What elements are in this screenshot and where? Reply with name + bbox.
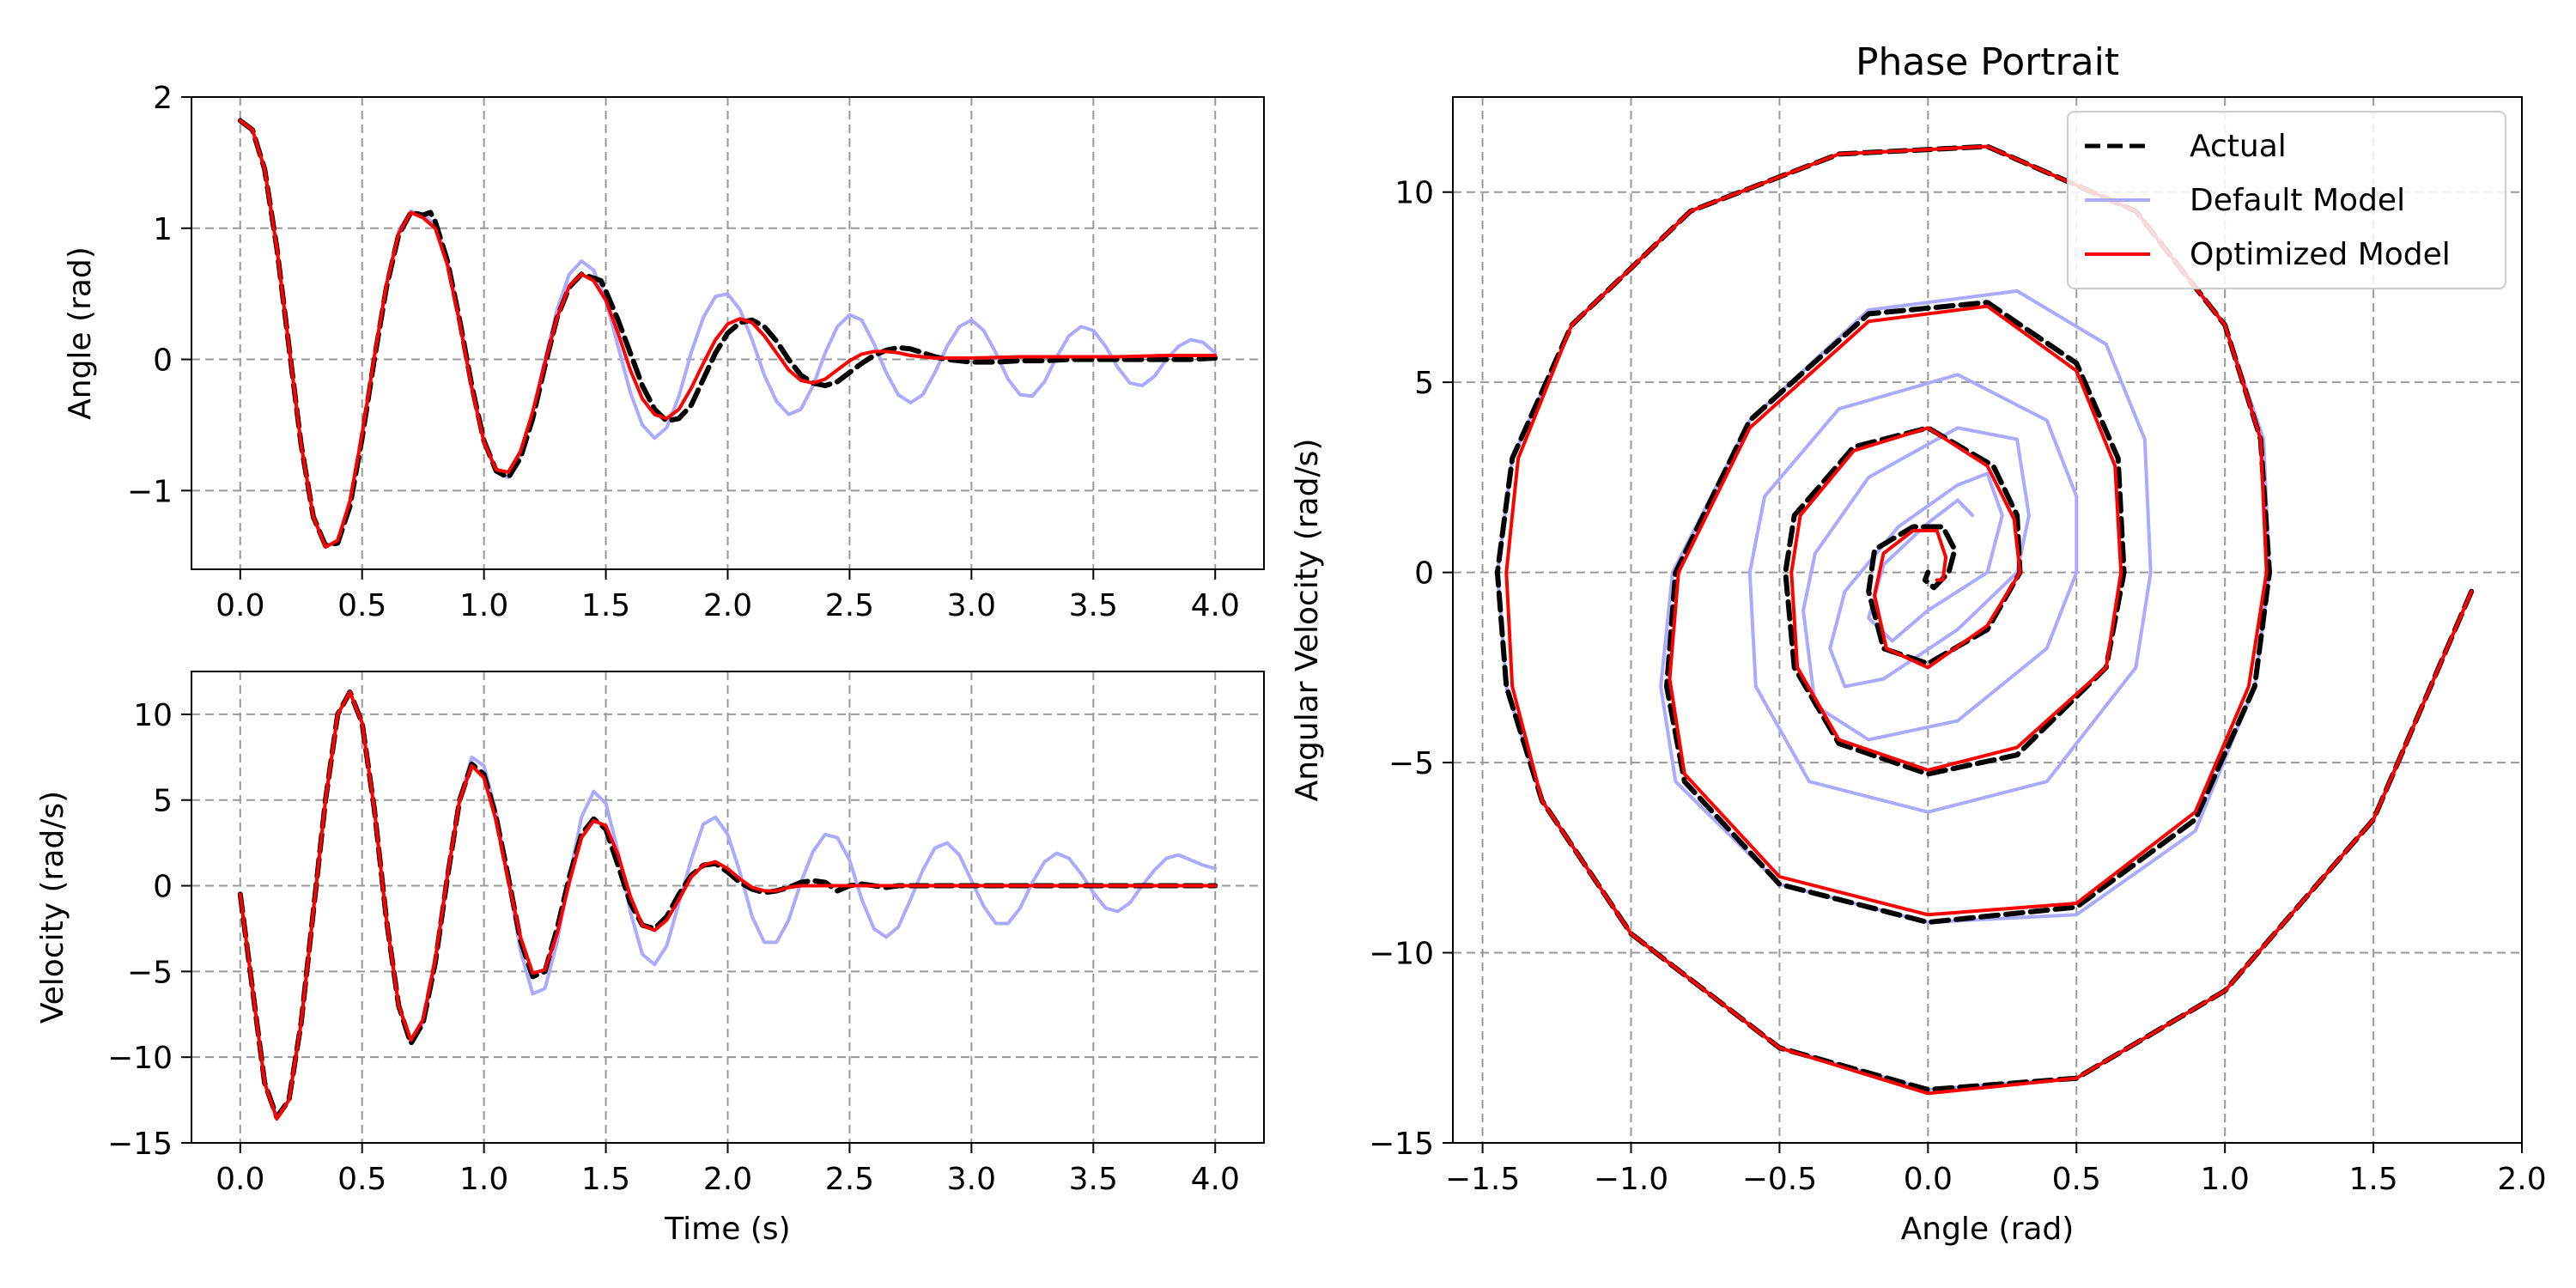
- legend: Actual Default Model Optimized Model: [2067, 111, 2506, 289]
- angle-y-tick-label-2: 1: [153, 212, 173, 247]
- phase-axes-frame: [1452, 96, 2523, 1144]
- angle-series-group: [237, 118, 1218, 549]
- phase-series-optimized-line: [1504, 144, 2474, 1096]
- velocity-y-tick-label-4: 5: [153, 784, 173, 819]
- phase-series-group: [1494, 143, 2475, 1096]
- phase-y-tick-label-0: −15: [1369, 1127, 1434, 1162]
- phase-x-tick-label-3: 0.0: [1904, 1162, 1953, 1197]
- legend-label-default: Default Model: [2190, 183, 2405, 218]
- velocity-y-tick-label-2: −5: [127, 955, 173, 990]
- velocity-x-axis-label: Time (s): [664, 1212, 790, 1247]
- angle-plot: 0.0 0.5 1.0 1.5 2.0 2.5 3.0 3.5 4.0 −1 0 1 2 Angle (…: [63, 81, 1265, 623]
- velocity-ticks: 0.0 0.5 1.0 1.5 2.0 2.5 3.0 3.5 4.0 −15 −10 −5 0 5 10: [107, 698, 1240, 1197]
- angle-x-tick-label-7: 3.5: [1069, 588, 1118, 623]
- angle-x-tick-label-0: 0.0: [216, 588, 264, 623]
- phase-y-tick-label-2: −5: [1388, 746, 1434, 781]
- phase-x-tick-label-7: 2.0: [2497, 1162, 2546, 1197]
- phase-x-tick-label-2: −0.5: [1742, 1162, 1817, 1197]
- angle-series-optimized-line: [238, 118, 1218, 549]
- phase-y-tick-label-4: 5: [1414, 366, 1434, 401]
- angle-x-tick-label-4: 2.0: [703, 588, 752, 623]
- angle-x-tick-label-1: 0.5: [337, 588, 386, 623]
- velocity-x-tick-label-4: 2.0: [703, 1162, 752, 1197]
- angle-x-tick-label-2: 1.0: [459, 588, 508, 623]
- phase-x-tick-label-4: 0.5: [2052, 1162, 2101, 1197]
- phase-x-tick-label-0: −1.5: [1445, 1162, 1520, 1197]
- angle-ticks: 0.0 0.5 1.0 1.5 2.0 2.5 3.0 3.5 4.0 −1 0 1 2: [127, 81, 1240, 623]
- velocity-x-tick-label-6: 3.0: [947, 1162, 996, 1197]
- angle-x-tick-label-6: 3.0: [947, 588, 996, 623]
- legend-label-optimized: Optimized Model: [2190, 237, 2451, 272]
- legend-box: [2067, 111, 2506, 289]
- phase-y-tick-label-3: 0: [1414, 556, 1434, 592]
- phase-x-tick-label-6: 1.5: [2348, 1162, 2397, 1197]
- phase-x-axis-label: Angle (rad): [1901, 1212, 2075, 1247]
- phase-y-tick-label-1: −10: [1369, 937, 1434, 972]
- velocity-x-tick-label-2: 1.0: [459, 1162, 508, 1197]
- velocity-series-optimized-line: [238, 690, 1218, 1121]
- velocity-x-tick-label-5: 2.5: [825, 1162, 874, 1197]
- phase-ticks: −1.5 −1.0 −0.5 0.0 0.5 1.0 1.5 2.0 −15 −10 −5 0 5 10: [1369, 176, 2547, 1197]
- velocity-y-tick-label-1: −10: [107, 1041, 173, 1076]
- legend-label-actual: Actual: [2190, 129, 2287, 164]
- velocity-plot: 0.0 0.5 1.0 1.5 2.0 2.5 3.0 3.5 4.0−15−10−50510 …: [35, 671, 1265, 1247]
- angle-x-tick-label-5: 2.5: [825, 588, 874, 623]
- angle-x-tick-label-3: 1.5: [581, 588, 630, 623]
- velocity-y-tick-label-5: 10: [133, 698, 173, 733]
- velocity-y-axis-label: Velocity (rad/s): [35, 791, 70, 1024]
- phase-title: Phase Portrait: [1856, 40, 2119, 84]
- angle-y-axis-label: Angle (rad): [63, 246, 98, 420]
- velocity-x-tick-label-1: 0.5: [337, 1162, 386, 1197]
- velocity-y-tick-label-0: −15: [107, 1127, 173, 1162]
- angle-y-tick-label-3: 2: [153, 81, 173, 116]
- velocity-y-tick-label-3: 0: [153, 870, 173, 905]
- velocity-x-tick-label-7: 3.5: [1069, 1162, 1118, 1197]
- velocity-x-tick-label-3: 1.5: [581, 1162, 630, 1197]
- angle-y-tick-label-1: 0: [153, 343, 173, 379]
- velocity-x-tick-label-0: 0.0: [216, 1162, 264, 1197]
- angle-x-tick-label-8: 4.0: [1191, 588, 1240, 623]
- phase-x-tick-label-5: 1.0: [2201, 1162, 2250, 1197]
- angle-y-tick-label-0: −1: [127, 474, 173, 509]
- phase-x-tick-label-1: −1.0: [1594, 1162, 1668, 1197]
- phase-y-tick-label-5: 10: [1394, 176, 1434, 211]
- phase-plot: −1.5 −1.0 −0.5 0.0 0.5 1.0 1.5 2.0−15−10−50510 …: [1290, 40, 2547, 1247]
- velocity-series-group: [237, 690, 1218, 1121]
- phase-y-axis-label: Angular Velocity (rad/s): [1290, 439, 1325, 802]
- velocity-x-tick-label-8: 4.0: [1191, 1162, 1240, 1197]
